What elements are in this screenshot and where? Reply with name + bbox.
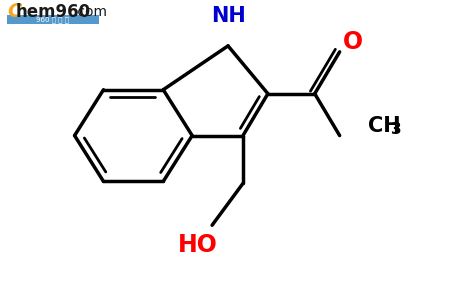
Text: HO: HO xyxy=(178,233,218,257)
Text: 3: 3 xyxy=(392,122,402,137)
Text: 960 化 工 网: 960 化 工 网 xyxy=(36,16,69,23)
Text: O: O xyxy=(343,30,363,54)
Text: .com: .com xyxy=(73,5,108,19)
Text: hem960: hem960 xyxy=(16,3,91,21)
Text: C: C xyxy=(7,3,21,21)
Text: CH: CH xyxy=(367,116,400,136)
Bar xyxy=(7,15,100,24)
Text: NH: NH xyxy=(210,6,246,26)
